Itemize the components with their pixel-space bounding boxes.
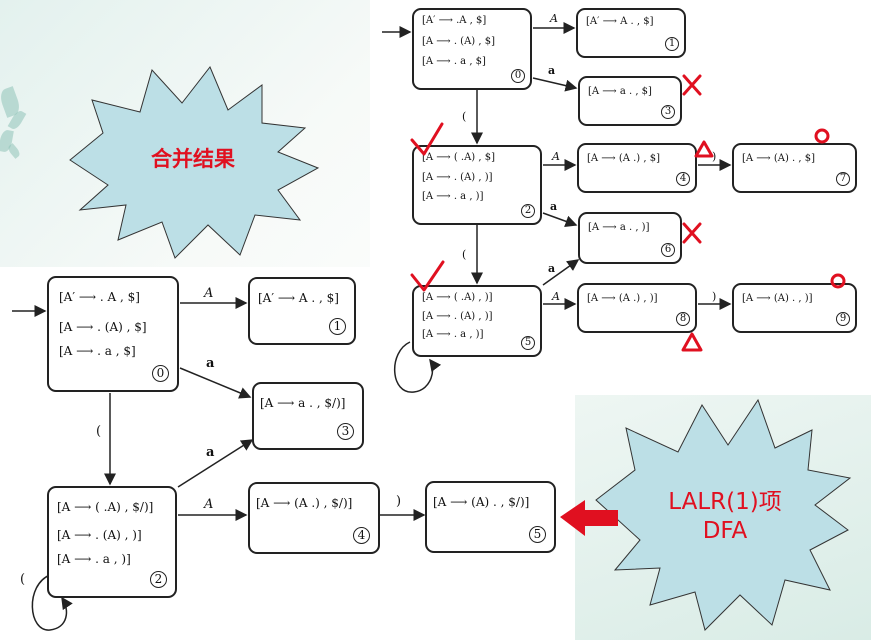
lalr-edge-2-3 [177, 439, 254, 488]
lr1-edge-2-4-label: A [552, 150, 560, 163]
lr1-state-5-item-0: [A ⟶ ( .A) , )] [422, 292, 493, 303]
lalr-state-0-item-1: [A ⟶ . (A) , $] [59, 320, 147, 334]
lalr-state-3-number: 3 [337, 423, 354, 440]
lalr-state-3: [A ⟶ a . , $/)] 3 [252, 382, 364, 450]
lalr-loop-2 [31, 574, 73, 631]
lr1-state-0: [A′ ⟶ .A , $] [A ⟶ . (A) , $] [A ⟶ . a ,… [412, 8, 532, 90]
lr1-edge-0-3-label: a [548, 64, 556, 77]
lr1-state-2-item-2: [A ⟶ . a , )] [422, 191, 484, 202]
lalr-state-0-item-2: [A ⟶ . a , $] [59, 344, 136, 358]
lalr-state-0-number: 0 [152, 365, 169, 382]
lr1-state-0-number: 0 [511, 69, 525, 83]
lalr-edge-2-3-label: a [206, 445, 215, 460]
lr1-state-9-number: 9 [836, 312, 850, 326]
lr1-state-2: [A ⟶ ( .A) , $] [A ⟶ . (A) , )] [A ⟶ . a… [412, 145, 542, 225]
lalr-state-2: [A ⟶ ( .A) , $/)] [A ⟶ . (A) , )] [A ⟶ .… [47, 486, 177, 598]
lr1-state-6-number: 6 [661, 243, 675, 257]
lalr-state-5-item-0: [A ⟶ (A) . , $/)] [433, 495, 530, 509]
lr1-state-2-item-0: [A ⟶ ( .A) , $] [422, 152, 495, 163]
check-mark-icon [410, 122, 444, 156]
lr1-state-5-number: 5 [521, 336, 535, 350]
lalr-burst-label-line1: LALR(1)项 [668, 489, 782, 515]
lr1-state-7-item-0: [A ⟶ (A) . , $] [742, 153, 815, 164]
lr1-state-3-number: 3 [661, 105, 675, 119]
lalr-edge-0-2-label: ( [96, 424, 102, 439]
circle-mark-icon [814, 128, 830, 144]
lr1-state-0-item-1: [A ⟶ . (A) , $] [422, 36, 495, 47]
lr1-edge-2-6 [542, 212, 578, 228]
lr1-state-1-number: 1 [665, 37, 679, 51]
lalr-state-5-number: 5 [529, 526, 546, 543]
cross-mark-icon [682, 74, 702, 96]
lalr-edge-0-3-label: a [206, 356, 215, 371]
lr1-state-3: [A ⟶ a . , $] 3 [578, 76, 682, 126]
lalr-edge-4-5-label: ) [396, 494, 402, 509]
lalr-state-1-item-0: [A′ ⟶ A . , $] [258, 291, 339, 305]
lalr-state-1: [A′ ⟶ A . , $] 1 [248, 277, 356, 345]
lr1-edge-0-1-label: A [550, 12, 558, 25]
lalr-edge-0-3 [179, 367, 252, 399]
lalr-state-2-item-2: [A ⟶ . a , )] [57, 552, 131, 566]
lr1-state-1: [A′ ⟶ A . , $] 1 [576, 8, 686, 58]
lr1-state-4: [A ⟶ (A .) , $] 4 [577, 143, 697, 193]
check-mark-icon [410, 260, 445, 292]
lr1-state-6: [A ⟶ a . , )] 6 [578, 212, 682, 264]
lr1-edge-4-7-label: ) [712, 150, 717, 163]
lr1-state-1-item-0: [A′ ⟶ A . , $] [586, 16, 654, 27]
lr1-state-8: [A ⟶ (A .) , )] 8 [577, 283, 697, 333]
lalr-burst-label-line2: DFA [702, 518, 748, 544]
lr1-state-5-item-1: [A ⟶ . (A) , )] [422, 311, 493, 322]
lalr-state-4: [A ⟶ (A .) , $/)] 4 [248, 482, 380, 554]
lr1-edge-5-6 [542, 259, 580, 286]
lr1-state-2-number: 2 [521, 204, 535, 218]
lalr-burst [595, 398, 852, 631]
lr1-state-4-item-0: [A ⟶ (A .) , $] [587, 153, 660, 164]
lr1-edge-8-9-label: ) [712, 290, 717, 303]
lr1-edge-5-6-label: a [548, 262, 556, 275]
lr1-state-5-item-2: [A ⟶ . a , )] [422, 329, 484, 340]
lr1-state-2-item-1: [A ⟶ . (A) , )] [422, 172, 493, 183]
lalr-edge-2-4-label: A [204, 497, 214, 512]
lr1-state-3-item-0: [A ⟶ a . , $] [588, 86, 652, 97]
lalr-state-4-item-0: [A ⟶ (A .) , $/)] [256, 496, 353, 510]
lr1-edge-5-8-label: A [552, 290, 560, 303]
lr1-state-4-number: 4 [676, 172, 690, 186]
cross-mark-icon [682, 222, 702, 244]
circle-mark-icon [830, 273, 846, 289]
lr1-edge-0-3 [532, 77, 578, 92]
lr1-state-7-number: 7 [836, 172, 850, 186]
lr1-state-9-item-0: [A ⟶ (A) . , )] [742, 293, 813, 304]
lalr-state-0: [A′ ⟶ . A , $] [A ⟶ . (A) , $] [A ⟶ . a … [47, 276, 179, 392]
lr1-state-7: [A ⟶ (A) . , $] 7 [732, 143, 857, 193]
lalr-state-5: [A ⟶ (A) . , $/)] 5 [425, 481, 556, 553]
lr1-edge-2-6-label: a [550, 200, 558, 213]
lalr-state-0-item-0: [A′ ⟶ . A , $] [59, 290, 140, 304]
triangle-mark-icon [681, 332, 703, 352]
lr1-state-6-item-0: [A ⟶ a . , )] [588, 222, 650, 233]
lr1-state-0-item-0: [A′ ⟶ .A , $] [422, 15, 487, 26]
lalr-state-4-number: 4 [353, 527, 370, 544]
lalr-state-2-number: 2 [150, 571, 167, 588]
lalr-state-3-item-0: [A ⟶ a . , $/)] [260, 396, 346, 410]
lalr-state-2-item-1: [A ⟶ . (A) , )] [57, 528, 142, 542]
lr1-edge-0-2-label: ( [462, 110, 467, 123]
lalr-state-1-number: 1 [329, 318, 346, 335]
merge-burst-label: 合并结果 [151, 147, 235, 171]
merge-burst [69, 66, 320, 259]
lalr-state-2-item-0: [A ⟶ ( .A) , $/)] [57, 500, 154, 514]
lr1-state-9: [A ⟶ (A) . , )] 9 [732, 283, 857, 333]
lr1-loop-5 [394, 341, 442, 393]
lr1-state-5: [A ⟶ ( .A) , )] [A ⟶ . (A) , )] [A ⟶ . a… [412, 285, 542, 357]
lalr-edge-0-1-label: A [204, 286, 214, 301]
lr1-state-0-item-2: [A ⟶ . a , $] [422, 56, 486, 67]
lr1-state-8-number: 8 [676, 312, 690, 326]
lr1-edge-2-5-label: ( [462, 248, 467, 261]
red-pointer-arrow [560, 500, 618, 536]
lalr-loop-2-label: ( [20, 572, 26, 587]
lr1-state-8-item-0: [A ⟶ (A .) , )] [587, 293, 658, 304]
triangle-mark-icon [694, 140, 714, 158]
